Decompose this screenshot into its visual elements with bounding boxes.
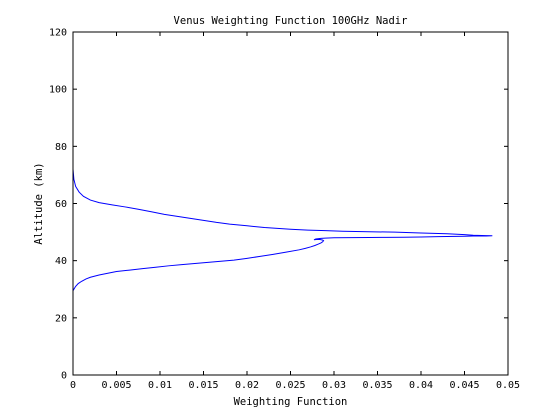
y-tick-label: 20 <box>55 313 67 324</box>
x-tick-label: 0.03 <box>322 380 346 391</box>
x-tick-label: 0.015 <box>188 380 218 391</box>
x-axis-label: Weighting Function <box>234 396 348 408</box>
x-tick-label: 0.04 <box>409 380 433 391</box>
y-tick-label: 40 <box>55 256 67 267</box>
x-tick-label: 0.035 <box>362 380 392 391</box>
y-tick-label: 0 <box>61 371 67 382</box>
plot-frame <box>72 31 509 376</box>
chart-title: Venus Weighting Function 100GHz Nadir <box>174 15 408 27</box>
y-tick-label: 60 <box>55 199 67 210</box>
x-tick-labels: 0 0.005 0.01 0.015 0.02 0.025 0.03 0.035 0.04 0.0… <box>70 380 520 391</box>
series-line <box>72 169 493 291</box>
y-tick-label: 120 <box>49 28 67 39</box>
x-tick-label: 0.05 <box>496 380 520 391</box>
x-tick-label: 0.025 <box>275 380 305 391</box>
x-tick-label: 0.01 <box>148 380 172 391</box>
y-tick-label: 100 <box>49 85 67 96</box>
x-tick-label: 0.02 <box>235 380 259 391</box>
y-tick-labels: 0 20 40 60 80 100 120 <box>49 28 67 382</box>
y-tick-label: 80 <box>55 142 67 153</box>
x-tick-label: 0.005 <box>101 380 131 391</box>
y-axis-label: Altitude (km) <box>33 162 45 244</box>
x-tick-label: 0 <box>70 380 76 391</box>
x-tick-label: 0.045 <box>449 380 479 391</box>
plot-area <box>73 32 508 375</box>
